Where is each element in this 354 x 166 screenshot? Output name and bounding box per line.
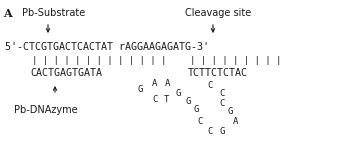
Text: TCTTCTCTAC: TCTTCTCTAC [188,68,248,78]
Text: C: C [207,127,213,136]
Text: | | | | | | | | |: | | | | | | | | | [190,56,281,65]
Text: A: A [165,80,171,88]
Text: A: A [233,117,239,125]
Text: Cleavage site: Cleavage site [185,8,251,18]
Text: G: G [175,89,181,98]
Text: A: A [3,8,12,19]
Text: 5'-CTCGTGACTCACTAT rAGGAAGAGATG-3': 5'-CTCGTGACTCACTAT rAGGAAGAGATG-3' [5,42,209,52]
Text: Pb-Substrate: Pb-Substrate [22,8,85,18]
Text: CACTGAGTGATA: CACTGAGTGATA [30,68,102,78]
Text: | | | | | | | | | | | | |: | | | | | | | | | | | | | [32,56,166,65]
Text: A: A [152,80,158,88]
Text: C: C [219,98,225,108]
Text: T: T [164,95,170,105]
Text: Pb-DNAzyme: Pb-DNAzyme [14,105,78,115]
Text: G: G [219,127,225,136]
Text: C: C [197,118,203,126]
Text: C: C [207,82,213,90]
Text: C: C [152,95,158,105]
Text: G: G [137,85,143,94]
Text: G: G [193,106,199,115]
Text: G: G [185,96,191,106]
Text: C: C [219,88,225,97]
Text: G: G [227,107,233,116]
